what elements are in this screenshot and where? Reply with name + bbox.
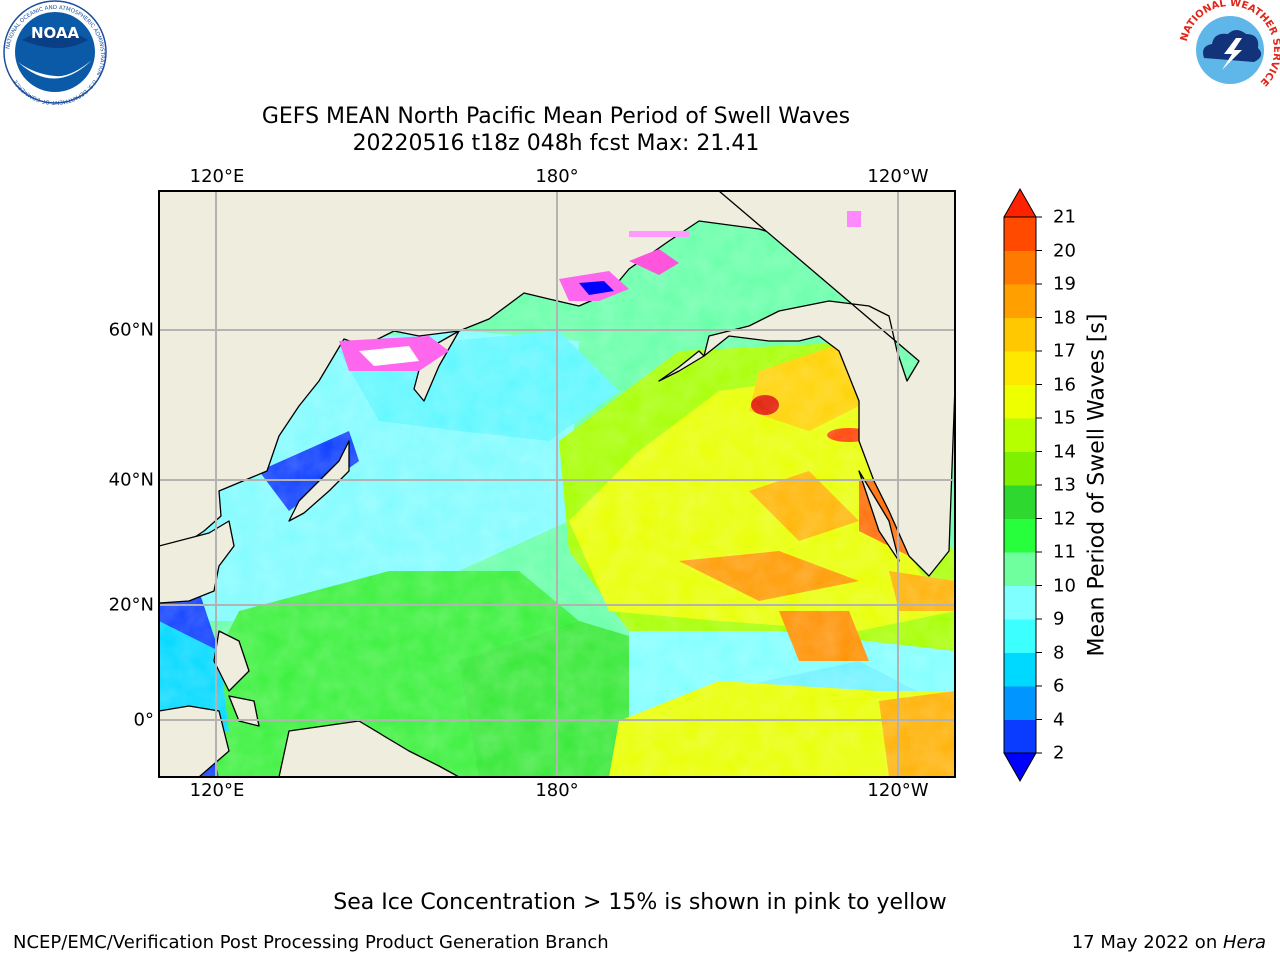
colorbar-segment <box>1004 384 1036 419</box>
lat-tick-60n: 60°N <box>108 319 154 341</box>
colorbar-segment <box>1004 418 1036 452</box>
colorbar-tick-label: 18 <box>1053 307 1076 328</box>
chart-title: GEFS MEAN North Pacific Mean Period of S… <box>0 104 1112 156</box>
lat-tick-20n: 20°N <box>108 594 154 616</box>
colorbar-tick-label: 14 <box>1053 441 1076 462</box>
colorbar-tick-label: 20 <box>1053 240 1076 261</box>
colorbar-segment <box>1004 351 1036 385</box>
colorbar-tick-label: 9 <box>1053 608 1065 630</box>
lon-tick-top-180: 180° <box>535 166 579 187</box>
colorbar-label: Mean Period of Swell Waves [s] <box>1084 313 1110 657</box>
colorbar-tick-label: 12 <box>1053 508 1076 529</box>
colorbar-tick-label: 17 <box>1053 340 1076 362</box>
footer-credit: NCEP/EMC/Verification Post Processing Pr… <box>13 932 609 953</box>
colorbar-tick-label: 8 <box>1053 642 1065 663</box>
colorbar-segment <box>1004 485 1036 519</box>
colorbar-tick-label: 19 <box>1053 273 1076 295</box>
colorbar-tick-label: 21 <box>1053 206 1076 228</box>
colorbar-tick-label: 6 <box>1053 675 1065 697</box>
colorbar-tick-label: 2 <box>1053 742 1065 764</box>
colorbar-tick-label: 16 <box>1053 374 1076 395</box>
colorbar-segment <box>1004 250 1036 285</box>
colorbar-segment <box>1004 451 1036 486</box>
footer-date-text: 17 May 2022 on <box>1071 932 1223 953</box>
colorbar-segment <box>1004 652 1036 687</box>
colorbar-segment <box>1004 284 1036 318</box>
colorbar-tick-label: 15 <box>1053 407 1076 429</box>
nws-logo: NATIONAL WEATHER SERVICE <box>1179 0 1280 98</box>
colorbar-tick-label: 10 <box>1053 575 1076 596</box>
title-line-2: 20220516 t18z 048h fcst Max: 21.41 <box>352 131 760 156</box>
colorbar-under-arrow <box>1003 752 1037 783</box>
colorbar-tick-label: 11 <box>1053 541 1076 563</box>
colorbar-segment <box>1004 317 1036 352</box>
noaa-logo: NOAA NATIONAL OCEANIC AND ATMOSPHERIC AD… <box>3 0 107 105</box>
map-panel <box>158 190 956 778</box>
colorbar-segment <box>1004 585 1036 620</box>
colorbar-over-arrow <box>1003 187 1037 218</box>
lat-tick-40n: 40°N <box>108 469 154 491</box>
noaa-logo-text: NOAA <box>31 24 80 42</box>
colorbar-segment <box>1004 518 1036 553</box>
footer-date: 17 May 2022 on Hera <box>1072 932 1266 953</box>
lon-tick-top-120w: 120°W <box>867 166 929 187</box>
sea-ice-note: Sea Ice Concentration > 15% is shown in … <box>333 890 947 915</box>
colorbar-segment <box>1004 619 1036 653</box>
colorbar-segment <box>1004 217 1036 251</box>
colorbar-tick-label: 4 <box>1053 709 1065 730</box>
colorbar-segment <box>1004 686 1036 720</box>
colorbar-segment <box>1004 719 1036 754</box>
lon-tick-bottom-180: 180° <box>535 780 579 801</box>
graticule <box>159 191 955 777</box>
map-frame <box>158 190 956 778</box>
footer-host: Hera <box>1222 932 1266 953</box>
lon-tick-top-120e: 120°E <box>189 166 245 187</box>
colorbar-segment <box>1004 552 1036 586</box>
lat-tick-0: 0° <box>133 709 154 731</box>
colorbar <box>1003 187 1042 783</box>
lon-tick-bottom-120w: 120°W <box>867 780 929 801</box>
lon-tick-bottom-120e: 120°E <box>189 780 245 801</box>
colorbar-tick-label: 13 <box>1053 474 1076 496</box>
title-line-1: GEFS MEAN North Pacific Mean Period of S… <box>261 104 851 129</box>
sea-ice <box>339 211 861 371</box>
